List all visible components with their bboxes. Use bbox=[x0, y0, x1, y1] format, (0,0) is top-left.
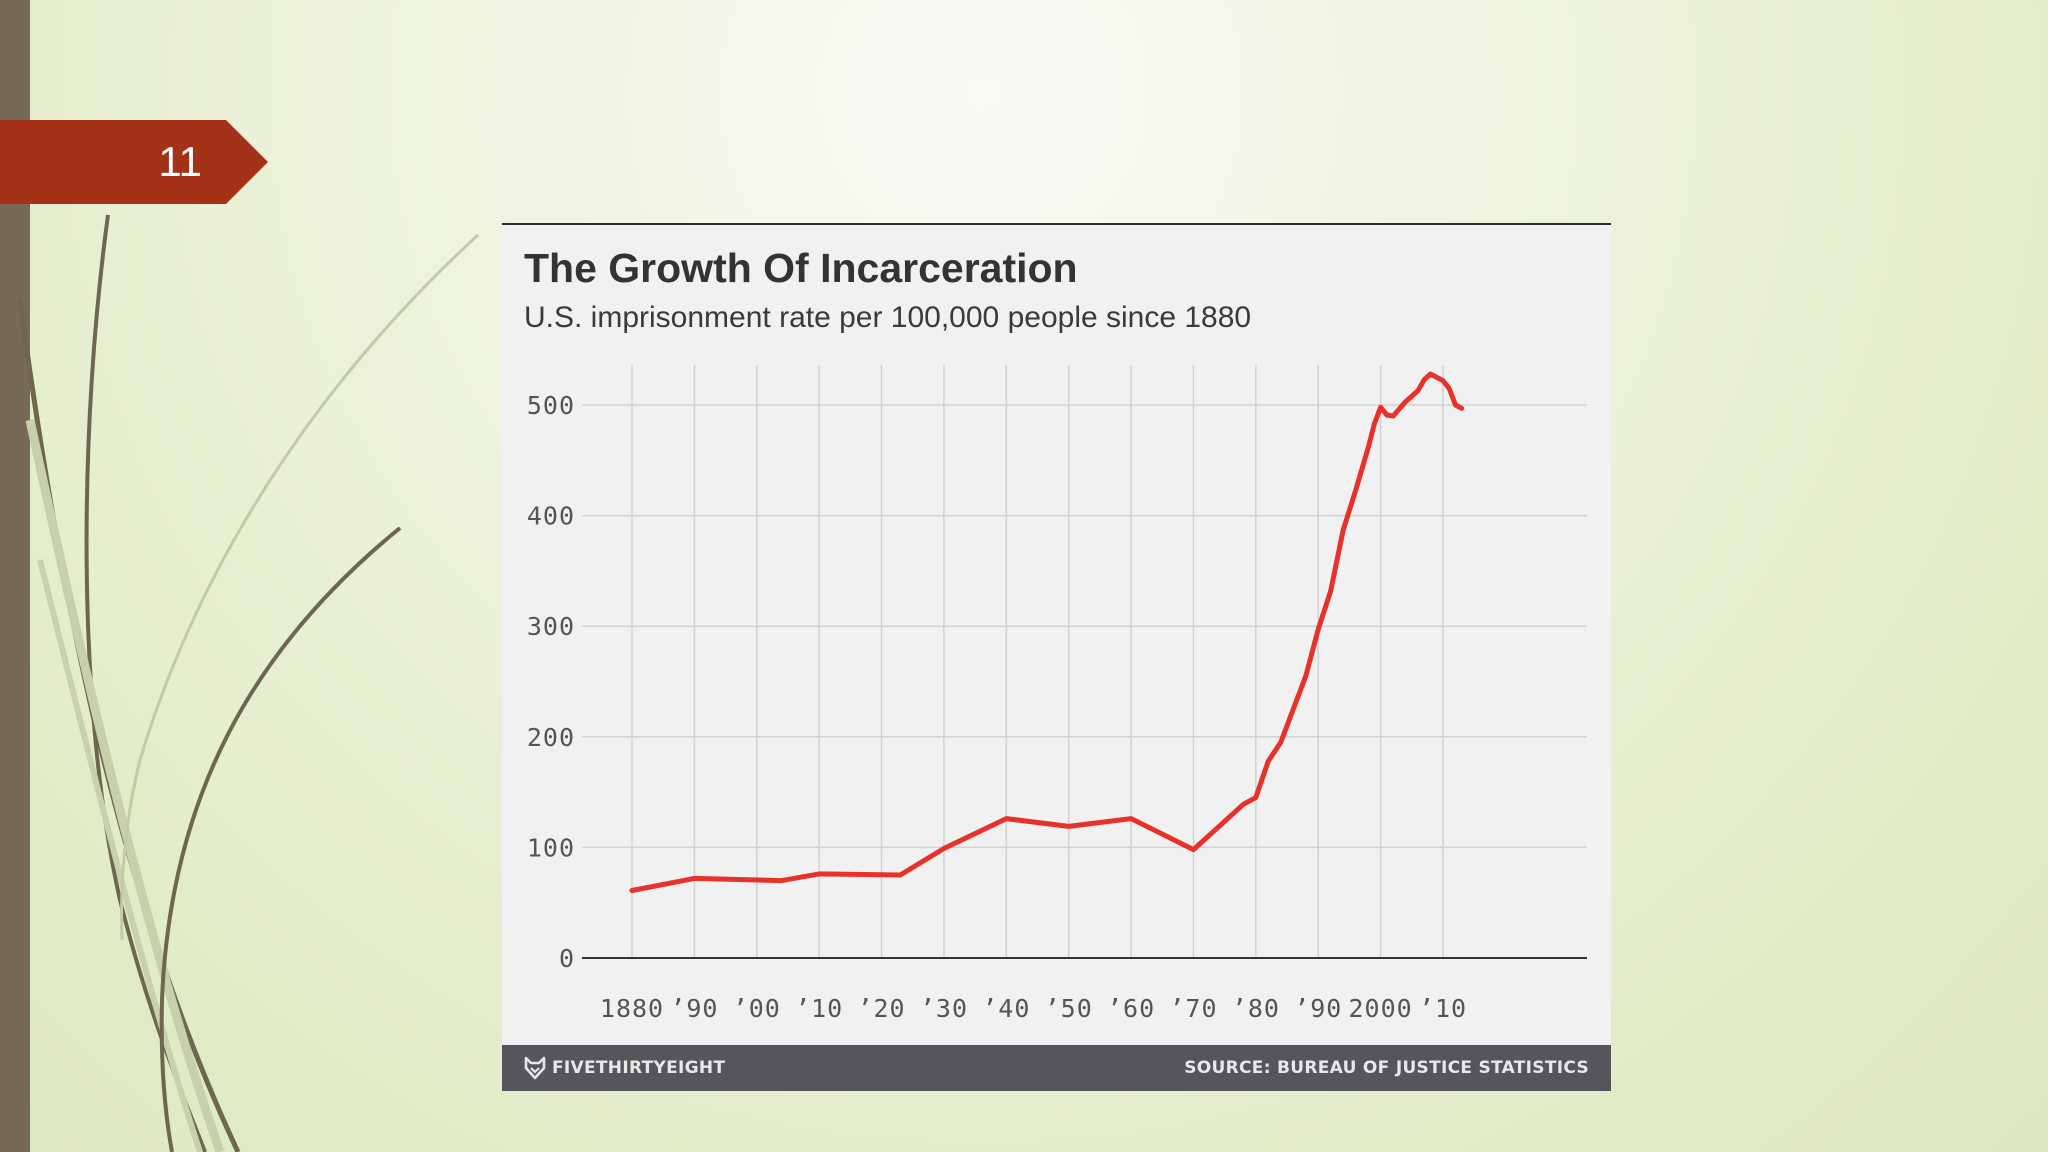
x-tick-label: ’50 bbox=[1045, 994, 1093, 1023]
source-credit: SOURCE: BUREAU OF JUSTICE STATISTICS bbox=[1184, 1058, 1589, 1078]
y-tick-label: 0 bbox=[559, 944, 575, 973]
x-tick-label: ’90 bbox=[1294, 994, 1342, 1023]
x-tick-label: ’10 bbox=[1419, 994, 1467, 1023]
chart-title: The Growth Of Incarceration bbox=[524, 245, 1078, 291]
x-tick-label: ’80 bbox=[1232, 994, 1280, 1023]
line-chart-plot: 01002003004005001880’90’00’10’20’30’40’5… bbox=[527, 365, 1587, 1023]
chart-subtitle: U.S. imprisonment rate per 100,000 peopl… bbox=[524, 301, 1252, 334]
chart-footer: FIVETHIRTYEIGHT SOURCE: BUREAU OF JUSTIC… bbox=[502, 1045, 1611, 1091]
x-tick-label: 1880 bbox=[600, 994, 664, 1023]
y-tick-label: 300 bbox=[527, 612, 575, 641]
x-tick-label: ’30 bbox=[920, 994, 968, 1023]
chart-card: The Growth Of Incarceration U.S. impriso… bbox=[502, 223, 1611, 1091]
x-tick-label: ’10 bbox=[795, 994, 843, 1023]
y-tick-label: 500 bbox=[527, 391, 575, 420]
x-tick-label: ’40 bbox=[982, 994, 1030, 1023]
x-tick-label: ’00 bbox=[733, 994, 781, 1023]
y-tick-label: 100 bbox=[527, 833, 575, 862]
x-tick-label: ’20 bbox=[857, 994, 905, 1023]
imprisonment-rate-line bbox=[629, 371, 1465, 893]
slide-number-tab bbox=[0, 120, 268, 204]
x-tick-label: 2000 bbox=[1349, 994, 1413, 1023]
y-tick-label: 200 bbox=[527, 723, 575, 752]
x-tick-label: ’60 bbox=[1107, 994, 1155, 1023]
fox-logo-icon bbox=[524, 1056, 546, 1080]
brand-name: FIVETHIRTYEIGHT bbox=[552, 1058, 726, 1078]
y-tick-label: 400 bbox=[527, 502, 575, 531]
x-tick-label: ’70 bbox=[1169, 994, 1217, 1023]
x-tick-label: ’90 bbox=[670, 994, 718, 1023]
slide-number: 11 bbox=[158, 138, 202, 185]
